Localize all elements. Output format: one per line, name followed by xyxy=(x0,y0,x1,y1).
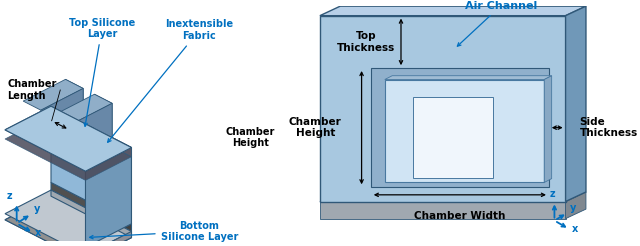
Polygon shape xyxy=(5,106,131,171)
Polygon shape xyxy=(86,224,131,246)
Polygon shape xyxy=(5,190,131,246)
Polygon shape xyxy=(70,103,112,159)
Text: Top Silicone
Layer: Top Silicone Layer xyxy=(69,17,135,126)
Polygon shape xyxy=(371,68,549,187)
Text: Top
Thickness: Top Thickness xyxy=(337,31,395,53)
Polygon shape xyxy=(5,106,131,171)
Text: Chamber
Height: Chamber Height xyxy=(226,127,275,148)
Polygon shape xyxy=(95,94,112,138)
Text: Inextensible
Fabric: Inextensible Fabric xyxy=(108,19,234,142)
Polygon shape xyxy=(51,190,131,238)
Polygon shape xyxy=(83,123,95,151)
Polygon shape xyxy=(86,148,131,246)
Polygon shape xyxy=(320,6,586,16)
Polygon shape xyxy=(23,79,83,110)
Polygon shape xyxy=(51,106,131,157)
Text: z: z xyxy=(6,191,12,201)
Text: Chamber
Length: Chamber Length xyxy=(8,79,57,101)
Polygon shape xyxy=(385,76,552,79)
Text: Chamber Width: Chamber Width xyxy=(414,211,506,221)
Polygon shape xyxy=(5,196,131,246)
Polygon shape xyxy=(413,97,493,178)
Text: Air Channel: Air Channel xyxy=(458,1,537,46)
Text: y: y xyxy=(35,204,41,214)
Text: Bottom
Silicone Layer: Bottom Silicone Layer xyxy=(90,221,238,242)
Text: z: z xyxy=(550,189,556,199)
Text: y: y xyxy=(570,203,577,213)
Polygon shape xyxy=(566,192,586,219)
Polygon shape xyxy=(320,16,566,201)
Polygon shape xyxy=(51,183,131,238)
Polygon shape xyxy=(51,106,131,224)
Polygon shape xyxy=(544,76,552,183)
Polygon shape xyxy=(566,6,586,201)
Polygon shape xyxy=(320,192,586,201)
Polygon shape xyxy=(65,79,83,123)
Text: Chamber
Height: Chamber Height xyxy=(289,117,342,138)
Polygon shape xyxy=(5,115,131,180)
Polygon shape xyxy=(41,89,83,144)
Text: x: x xyxy=(35,228,42,238)
Polygon shape xyxy=(41,123,95,150)
Polygon shape xyxy=(86,231,131,246)
Polygon shape xyxy=(52,94,112,125)
Polygon shape xyxy=(385,79,544,183)
Polygon shape xyxy=(5,196,131,246)
Text: x: x xyxy=(572,224,579,234)
Polygon shape xyxy=(320,201,566,219)
Text: Side
Thickness: Side Thickness xyxy=(579,117,637,138)
